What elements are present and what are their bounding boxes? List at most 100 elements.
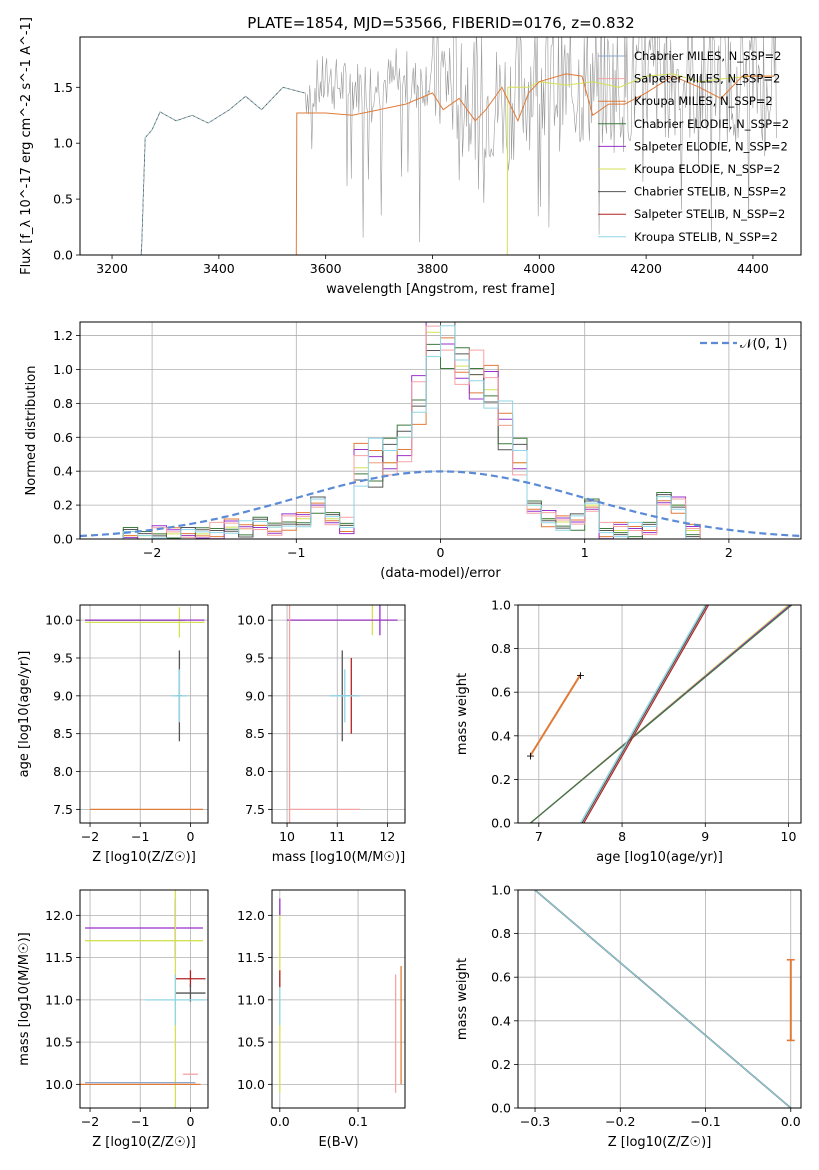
x-tick-label: 2 [725,545,733,560]
y-tick-label: 1.2 [53,328,73,343]
x-tick-label: 4000 [523,261,555,276]
x-axis-label: mass [log10(M/M☉)] [272,850,405,865]
y-tick-label: 0.6 [491,970,511,985]
y-tick-label: 0.0 [491,1101,511,1116]
x-tick-label: 11 [329,829,345,844]
x-tick-label: 0.1 [348,1114,368,1129]
legend-entry: Kroupa STELIB, N_SSP=2 [634,230,778,244]
legend-entry: Chabrier ELODIE, N_SSP=2 [634,117,789,131]
y-tick-label: 0.2 [53,498,73,513]
y-tick-label: 9.0 [245,688,265,703]
axes-frame [79,604,209,824]
legend-entry: Chabrier STELIB, N_SSP=2 [634,185,786,199]
y-tick-label: 9.0 [53,688,73,703]
x-tick-label: 0 [186,1114,194,1129]
chart-mass-vs-Z: −2 −1 0 10.0 10.5 11.0 11.5 12.0 Z [log10(Z/Z☉)]… [17,889,209,1150]
legend-entry: 𝒩(0, 1) [740,337,787,352]
axes-frame [271,889,406,1109]
y-tick-label: 1.0 [491,883,511,898]
x-tick-label: −2 [81,1114,99,1129]
y-tick-label: 10.5 [45,1035,73,1050]
y-tick-label: 9.5 [53,650,73,665]
legend-entry: Salpeter MILES, N_SSP=2 [634,72,780,86]
chart-spectrum: 3200 3400 3600 3800 4000 4200 4400 0.0 0.5 1.0 1.5… [19,17,802,297]
x-tick-label: 3400 [203,261,235,276]
axes-frame [517,604,802,824]
mass-weight-line-stelib [583,605,710,823]
plot-area-mass-vs-EBV [279,898,402,1093]
chart-massweight-vs-age: 7 8 9 10 0.0 0.2 0.4 0.6 0.8 1.0 age [log10(age/yr… [455,598,802,865]
y-axis-label: mass [log10(M/M☉)] [17,932,32,1065]
x-tick-label: 0.0 [781,1114,801,1129]
y-tick-label: 0.2 [491,772,511,787]
y-tick-label: 11.0 [237,992,265,1007]
x-tick-label: 10 [279,829,295,844]
x-axis-label: Z [log10(Z/Z☉)] [92,850,196,865]
y-tick-label: 1.0 [53,136,73,151]
legend-entry: Kroupa ELODIE, N_SSP=2 [634,162,780,176]
plot-area-massweight-vs-age: ++ [526,605,793,823]
x-axis-label: Z [log10(Z/Z☉)] [608,1135,712,1150]
y-tick-label: 10.0 [237,613,265,628]
y-tick-label: 10.5 [237,1035,265,1050]
mass-weight-z-line-stelib-kroupa [534,890,792,1108]
x-tick-label: −0.2 [605,1114,635,1129]
mass-weight-marker: + [526,749,535,762]
x-tick-label: 0 [186,829,194,844]
y-tick-label: 12.0 [237,908,265,923]
x-axis-label: E(B-V) [318,1135,358,1150]
plot-area-age-vs-Z [85,607,205,811]
y-tick-label: 0.0 [53,248,73,263]
y-tick-label: 11.5 [237,950,265,965]
mass-weight-line-stelib [581,605,708,823]
y-tick-label: 11.0 [45,992,73,1007]
legend-entry: Kroupa MILES, N_SSP=2 [634,94,773,108]
x-tick-label: −0.3 [520,1114,550,1129]
legend-entry: Chabrier MILES, N_SSP=2 [634,49,781,63]
y-tick-label: 8.0 [53,764,73,779]
y-tick-label: 8.5 [53,726,73,741]
y-tick-label: 10.0 [45,1077,73,1092]
y-tick-label: 1.5 [53,80,73,95]
y-tick-label: 0.4 [53,464,73,479]
x-tick-label: 0.0 [270,1114,290,1129]
mass-weight-line-elodie [530,605,793,823]
spectrum-model-line-miles [295,73,775,255]
y-tick-label: 0.8 [53,396,73,411]
x-tick-label: −0.1 [690,1114,720,1129]
y-tick-label: 7.5 [53,802,73,817]
axes-frame [79,889,209,1109]
y-tick-label: 1.0 [491,598,511,613]
y-tick-label: 0.6 [491,685,511,700]
x-tick-label: 3200 [96,261,128,276]
y-tick-label: 0.5 [53,192,73,207]
y-axis-label: Normed distribution [24,366,39,496]
mass-weight-line-miles [529,674,582,756]
y-tick-label: 0.8 [491,926,511,941]
x-tick-label: −2 [81,829,99,844]
x-tick-label: 4200 [630,261,662,276]
x-tick-label: −1 [287,545,305,560]
y-axis-label: mass weight [455,673,470,755]
x-tick-label: −1 [131,1114,149,1129]
chart-residuals: −2 −1 0 1 2 0.0 0.2 0.4 0.6 0.8 1.0 1.2 (data-model)… [24,321,802,581]
x-tick-label: 12 [379,829,395,844]
chart-massweight-vs-Z: −0.3 −0.2 −0.1 0.0 0.0 0.2 0.4 0.6 0.8 1.0 Z [log1… [455,883,802,1150]
normal-curve-line [80,470,801,538]
x-axis-label: wavelength [Angstrom, rest frame] [326,282,555,297]
y-tick-label: 11.5 [45,950,73,965]
x-axis-label: age [log10(age/yr)] [596,850,723,865]
y-axis-label: mass weight [455,958,470,1040]
y-tick-label: 0.4 [491,1013,511,1028]
spectrum-model-line-elodie [506,73,775,255]
y-tick-label: 8.0 [245,764,265,779]
mass-weight-marker: + [576,669,585,682]
x-tick-label: 0 [437,545,445,560]
y-tick-label: 10.0 [237,1077,265,1092]
mass-weight-line-stelib [579,605,706,823]
legend-entry: Salpeter STELIB, N_SSP=2 [634,207,785,221]
x-tick-label: 9 [701,829,709,844]
x-tick-label: 7 [535,829,543,844]
